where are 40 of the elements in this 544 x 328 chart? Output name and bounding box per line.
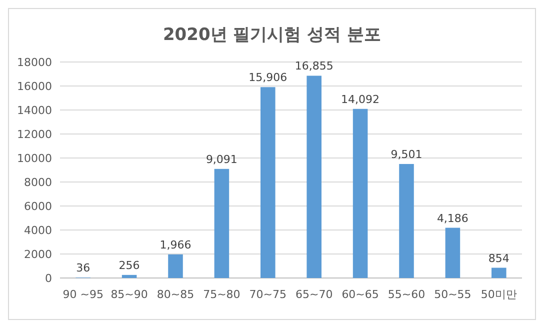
y-tick-label: 14000 [17, 104, 52, 117]
data-label: 4,186 [436, 212, 468, 225]
bar [214, 168, 230, 278]
chart-title: 2020년 필기시험 성적 분포 [162, 25, 382, 45]
y-tick-label: 12000 [17, 128, 52, 141]
data-label: 15,906 [248, 71, 288, 84]
bar [260, 87, 276, 278]
data-label: 9,091 [206, 152, 238, 166]
y-tick-label: 2000 [24, 248, 52, 261]
bar [306, 76, 322, 278]
x-tick-label: 85~90 [110, 288, 148, 301]
bar [122, 274, 137, 278]
x-tick-label: 75~80 [203, 288, 240, 301]
x-tick-label: 50미만 [480, 288, 517, 301]
data-label: 9,501 [390, 148, 422, 161]
y-tick-label: 4000 [24, 224, 52, 237]
data-label: 16,855 [294, 60, 334, 73]
data-label: 854 [488, 252, 510, 265]
x-tick-label: 90 ~95 [62, 288, 104, 301]
data-label: 1,966 [160, 238, 192, 252]
y-tick-label: 8000 [24, 176, 52, 189]
x-tick-label: 80~85 [156, 288, 194, 301]
y-tick-label: 0 [45, 272, 52, 285]
bar [492, 268, 506, 278]
x-tick-label: 55~60 [388, 288, 426, 301]
bar [352, 108, 368, 278]
bar [399, 164, 414, 278]
x-tick-label: 70~75 [249, 288, 287, 301]
y-tick-label: 6000 [24, 200, 52, 213]
data-label: 14,092 [341, 92, 380, 106]
y-tick-label: 10000 [17, 152, 52, 165]
data-label: 36 [76, 262, 90, 275]
x-tick-label: 50~55 [434, 288, 472, 301]
bar [445, 228, 460, 278]
y-tick-label: 16000 [17, 80, 52, 93]
data-label: 256 [118, 258, 140, 272]
y-tick-label: 18000 [17, 56, 52, 69]
x-tick-label: 65~70 [295, 288, 333, 301]
x-tick-label: 60~65 [342, 288, 379, 301]
bar [168, 254, 183, 278]
